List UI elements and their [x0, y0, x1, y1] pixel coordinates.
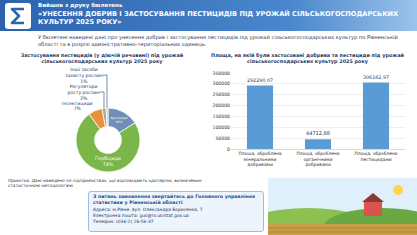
svg-text:100000: 100000: [212, 125, 230, 130]
html-text:Площа, на якій були застосован: Площа, на якій були застосовані добрива …: [211, 52, 404, 65]
html-text:«УНЕСЕННЯ ДОБРИВ І ЗАСТОСУВАНН: «УНЕСЕННЯ ДОБРИВ І ЗАСТОСУВАННЯ ПЕСТИЦИД…: [38, 10, 399, 27]
svg-text:200000: 200000: [212, 103, 230, 108]
html-text:Вийшов з друку бюлетень: Вийшов з друку бюлетень: [38, 2, 123, 8]
svg-text:Гербіциди74%: Гербіциди74%: [95, 156, 121, 167]
html-text:Адреса: м.Рівне, вул. Олександ: Адреса: м.Рівне, вул. Олександра Борисен…: [93, 206, 203, 212]
svg-text:250000: 250000: [212, 92, 230, 97]
svg-text:300000: 300000: [212, 81, 230, 86]
html-text:Примітка. Дані наведено по під: Примітка. Дані наведено по підприємствах…: [8, 178, 202, 189]
svg-text:Фунгіциди16%: Фунгіциди16%: [111, 116, 128, 124]
svg-text:50000: 50000: [215, 136, 230, 141]
html-text:Телефон: (036-2) 26-56-37: Телефон: (036-2) 26-56-37: [93, 218, 154, 224]
svg-text:Площа, обробленамінеральнимидо: Площа, обробленамінеральнимидобривами: [238, 151, 281, 167]
svg-text:306162,97: 306162,97: [363, 75, 389, 80]
svg-text:Інсектициди7%: Інсектициди7%: [62, 101, 92, 112]
svg-text:44712,88: 44712,88: [306, 130, 330, 136]
svg-text:0: 0: [227, 147, 230, 152]
html-text:Застосування пестицидів (у дію: Застосування пестицидів (у діючій речови…: [20, 52, 184, 65]
html-text:З питань замовлення звертайтес: З питань замовлення звертайтесь до Голов…: [93, 194, 255, 205]
svg-text:Площа, обробленаорганічнимидоб: Площа, обробленаорганічнимидобривами: [296, 151, 339, 167]
html-text:У бюлетені наведені дані про у: У бюлетені наведені дані про унесення до…: [38, 34, 398, 47]
svg-text:292290,07: 292290,07: [247, 78, 273, 83]
svg-text:150000: 150000: [212, 114, 230, 119]
svg-text:350000: 350000: [212, 71, 230, 76]
html-text:Електронна пошта: gus@rv.ukrst: Електронна пошта: gus@rv.ukrstat.gov.ua: [93, 212, 189, 218]
svg-text:Інші засобизахисту рослин1%: Інші засобизахисту рослин1%: [65, 67, 103, 84]
svg-text:Регуляториросту рослин2%: Регуляториросту рослин2%: [67, 84, 99, 101]
svg-text:Площа, обробленапестицидами: Площа, обробленапестицидами: [354, 151, 397, 162]
